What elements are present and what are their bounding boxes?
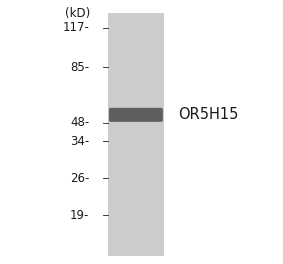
Text: OR5H15: OR5H15: [178, 107, 239, 122]
Text: 85-: 85-: [70, 61, 89, 74]
FancyBboxPatch shape: [109, 109, 163, 121]
FancyBboxPatch shape: [109, 108, 162, 122]
Text: 26-: 26-: [70, 172, 89, 185]
FancyBboxPatch shape: [108, 13, 164, 256]
Text: 48-: 48-: [70, 116, 89, 129]
Text: 19-: 19-: [70, 209, 89, 222]
FancyBboxPatch shape: [109, 108, 163, 122]
FancyBboxPatch shape: [109, 109, 163, 120]
Text: (kD): (kD): [65, 7, 91, 20]
FancyBboxPatch shape: [109, 108, 163, 121]
Text: 117-: 117-: [62, 21, 89, 34]
Text: 34-: 34-: [70, 135, 89, 148]
FancyBboxPatch shape: [109, 109, 163, 121]
FancyBboxPatch shape: [109, 109, 163, 121]
FancyBboxPatch shape: [109, 108, 163, 122]
FancyBboxPatch shape: [109, 109, 163, 121]
